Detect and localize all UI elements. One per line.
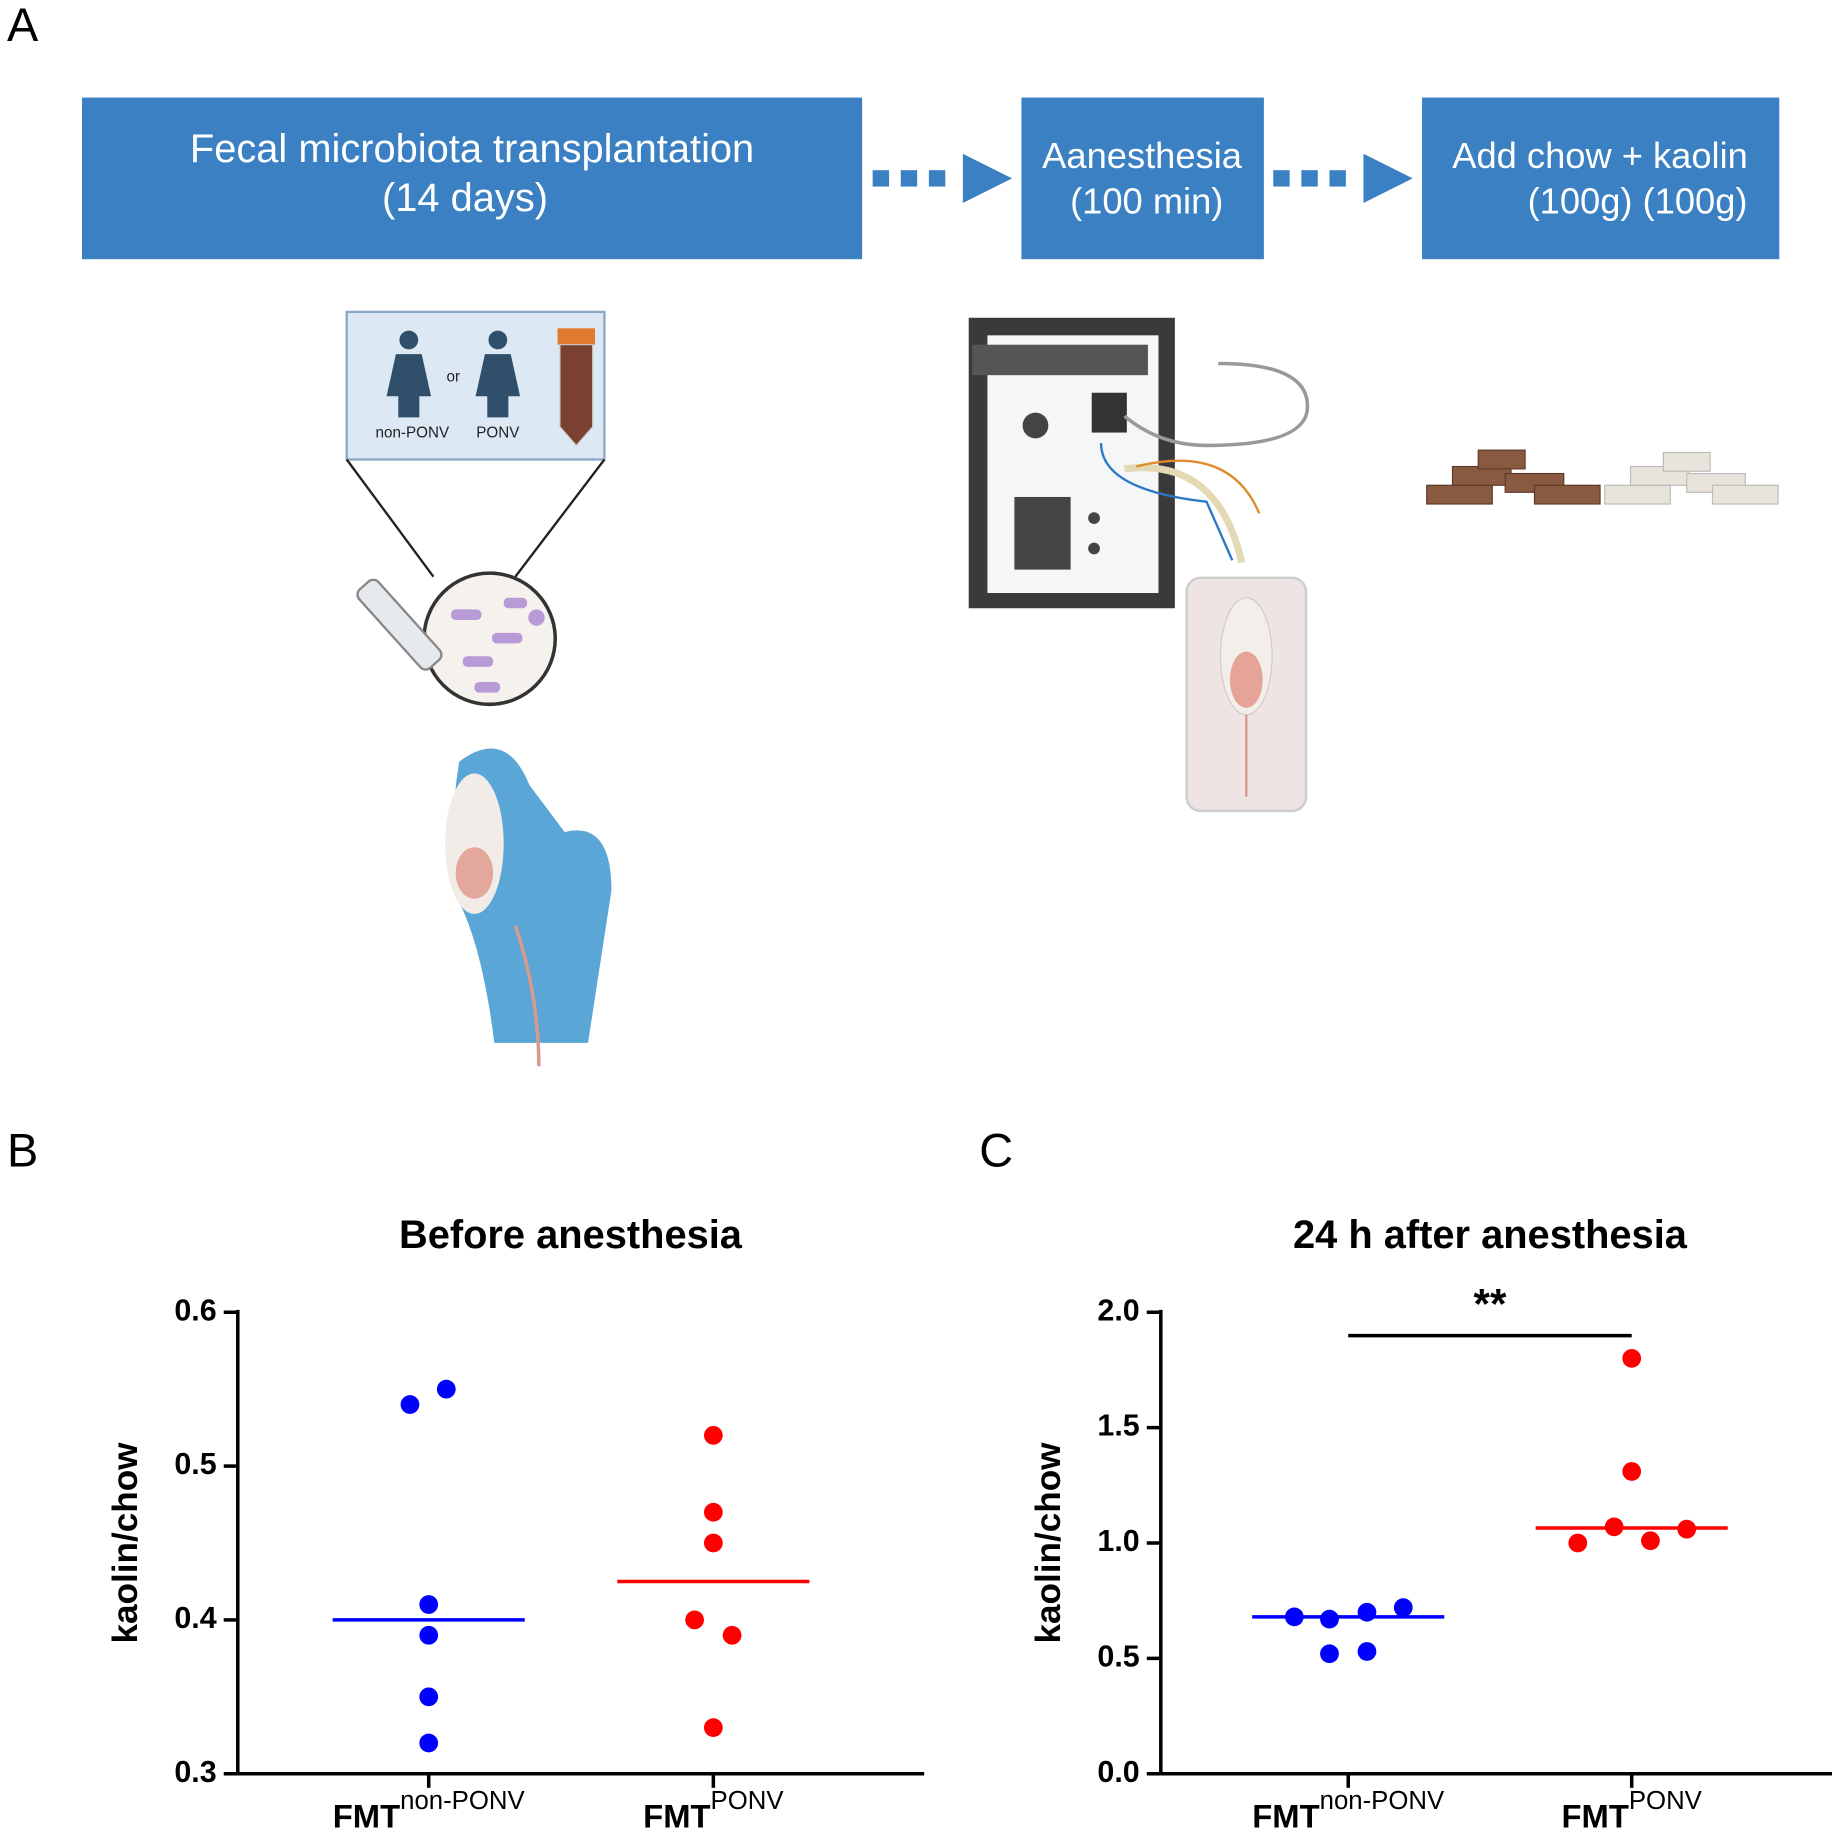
data-point: [1320, 1644, 1339, 1664]
data-point: [419, 1733, 439, 1753]
data-point: [1393, 1598, 1413, 1617]
category-superscript: non-PONV: [400, 1787, 525, 1815]
y-tick-label: 2.0: [1097, 1293, 1139, 1327]
y-tick-label: 0.0: [1097, 1755, 1139, 1789]
step-text: (100g) (100g): [1528, 181, 1748, 222]
food-illustration: [1426, 449, 1779, 505]
y-axis-label: kaolin/chow: [1029, 1442, 1068, 1644]
category-superscript: non-PONV: [1320, 1787, 1445, 1815]
donor-label: non-PONV: [376, 425, 450, 442]
x-tick-label: FMTnon-PONV: [1252, 1787, 1445, 1834]
data-point: [419, 1687, 439, 1707]
data-point: [1622, 1349, 1642, 1368]
category-text: FMT: [333, 1797, 400, 1834]
data-point: [1357, 1642, 1377, 1661]
y-axis-label: kaolin/chow: [106, 1442, 145, 1644]
data-point: [1320, 1609, 1339, 1629]
donor-label: PONV: [476, 425, 520, 442]
step-box: [1021, 97, 1264, 260]
panel-label: B: [7, 1124, 38, 1176]
data-point: [685, 1610, 704, 1630]
data-point: [1604, 1517, 1624, 1537]
step-text: Aanesthesia: [1042, 135, 1243, 176]
anesthesia-illustration: [968, 317, 1310, 813]
data-point: [419, 1595, 439, 1614]
data-point: [1357, 1602, 1377, 1622]
x-tick-label: FMTnon-PONV: [333, 1787, 526, 1834]
data-point: [1284, 1607, 1304, 1627]
x-tick-label: FMTPONV: [1562, 1787, 1703, 1834]
chart-title: Before anesthesia: [399, 1213, 743, 1257]
chart-title: 24 h after anesthesia: [1293, 1213, 1688, 1257]
step-text: Add chow + kaolin: [1452, 135, 1748, 176]
data-point: [419, 1625, 439, 1645]
arrow: [872, 153, 1413, 203]
y-tick-label: 0.6: [174, 1293, 216, 1327]
data-point: [436, 1379, 456, 1399]
category-superscript: PONV: [711, 1787, 785, 1815]
x-tick-label: FMTPONV: [643, 1787, 784, 1834]
data-point: [1622, 1462, 1642, 1481]
data-point: [400, 1395, 420, 1414]
data-point: [722, 1625, 742, 1645]
data-point: [703, 1425, 723, 1445]
data-point: [703, 1718, 723, 1737]
y-tick-label: 0.5: [1097, 1639, 1139, 1673]
y-tick-label: 1.0: [1097, 1524, 1139, 1558]
panel-label: C: [979, 1124, 1013, 1176]
data-point: [703, 1502, 723, 1522]
category-text: FMT: [1562, 1797, 1629, 1834]
step-text: (100 min): [1070, 181, 1223, 222]
fmt-illustration: [345, 310, 612, 1067]
y-tick-label: 0.5: [174, 1447, 216, 1481]
category-text: FMT: [643, 1797, 710, 1834]
category-text: FMT: [1252, 1797, 1319, 1834]
data-point: [1568, 1533, 1588, 1553]
donor-label: or: [447, 369, 461, 386]
data-point: [703, 1533, 723, 1553]
significance-label: **: [1474, 1281, 1507, 1328]
step-text: (14 days): [382, 176, 548, 220]
step-box: [81, 97, 863, 260]
y-tick-label: 0.3: [174, 1755, 216, 1789]
data-point: [1641, 1531, 1660, 1551]
data-point: [1677, 1519, 1697, 1539]
step-box: [1422, 97, 1780, 260]
step-text: Fecal microbiota transplantation: [190, 127, 754, 171]
panel-label: A: [7, 0, 39, 51]
y-tick-label: 0.4: [174, 1601, 216, 1635]
category-superscript: PONV: [1629, 1787, 1703, 1815]
y-tick-label: 1.5: [1097, 1409, 1139, 1443]
